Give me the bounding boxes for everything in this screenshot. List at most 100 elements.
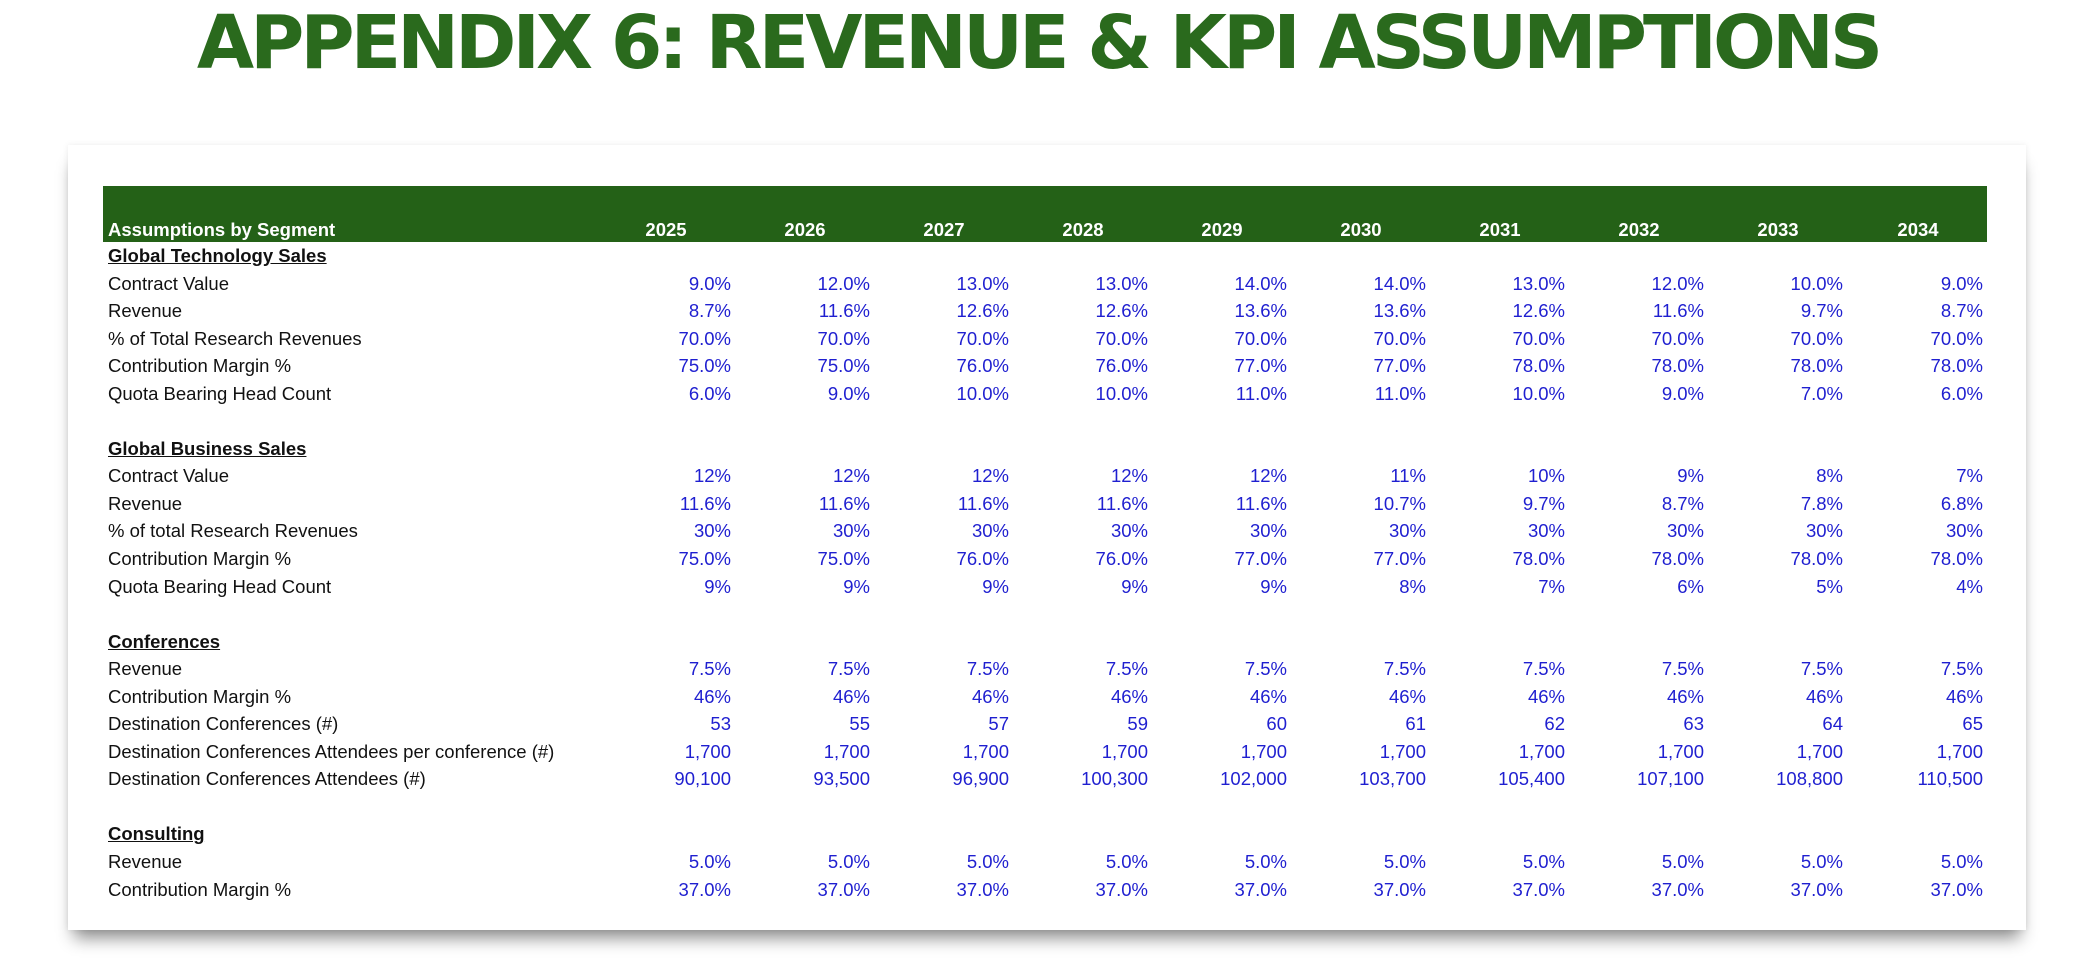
value-cell: 9% — [1260, 575, 1287, 597]
spacer-row — [103, 600, 1987, 628]
value-cell: 1,700 — [1379, 740, 1426, 762]
value-cell: 78.0% — [1930, 355, 1983, 377]
value-cell: 1,700 — [1518, 740, 1565, 762]
value-cell: 12.0% — [1651, 272, 1704, 294]
value-cell: 37.0% — [817, 878, 870, 900]
value-cell: 1,700 — [684, 740, 731, 762]
section-title: Consulting — [108, 823, 205, 845]
header-year: 2028 — [1062, 219, 1104, 240]
assumptions-table: Assumptions by Segment 2025 2026 2027 2028 2… — [103, 186, 1987, 903]
table-row: Quota Bearing Head Count 9% 9% 9% 9% 9% 8% 7% 6%… — [103, 573, 1987, 601]
value-cell: 4% — [1956, 575, 1983, 597]
row-label: Contribution Margin % — [108, 355, 292, 377]
header-year: 2029 — [1201, 219, 1243, 240]
value-cell: 7.8% — [1800, 492, 1843, 514]
table-row: Contribution Margin % 75.0% 75.0% 76.0% 76.0… — [103, 545, 1987, 573]
header-year: 2034 — [1897, 219, 1939, 240]
value-cell: 9% — [843, 575, 870, 597]
value-cell: 10.0% — [1790, 272, 1843, 294]
value-cell: 8.7% — [688, 300, 731, 322]
value-cell: 7.5% — [1383, 658, 1426, 680]
value-cell: 46% — [693, 685, 731, 707]
table-card — [68, 145, 2026, 930]
value-cell: 7% — [1538, 575, 1565, 597]
value-cell: 59 — [1127, 713, 1148, 735]
value-cell: 10.0% — [956, 382, 1009, 404]
value-cell: 12.6% — [956, 300, 1009, 322]
value-cell: 30% — [832, 520, 870, 542]
row-label: Contribution Margin % — [108, 878, 292, 900]
value-cell: 7.5% — [1940, 658, 1983, 680]
table-row: Destination Conferences Attendees (#) 90,… — [103, 765, 1987, 793]
spacer-row — [103, 407, 1987, 435]
value-cell: 11.6% — [679, 492, 731, 514]
value-cell: 75.0% — [678, 355, 731, 377]
value-cell: 70.0% — [678, 327, 731, 349]
value-cell: 61 — [1405, 713, 1426, 735]
value-cell: 11.0% — [1374, 382, 1426, 404]
row-label: Destination Conferences Attendees (#) — [108, 768, 426, 790]
value-cell: 8% — [1816, 465, 1843, 487]
value-cell: 77.0% — [1373, 548, 1426, 570]
value-cell: 70.0% — [1651, 327, 1704, 349]
value-cell: 7.5% — [1244, 658, 1287, 680]
value-cell: 70.0% — [817, 327, 870, 349]
value-cell: 12% — [1110, 465, 1148, 487]
value-cell: 76.0% — [956, 355, 1009, 377]
value-cell: 8.7% — [1661, 492, 1704, 514]
value-cell: 5% — [1816, 575, 1843, 597]
row-label: Contribution Margin % — [108, 685, 292, 707]
section-row: Global Business Sales — [103, 435, 1987, 463]
table-row: Revenue 8.7% 11.6% 12.6% 12.6% 13.6% 13.6% 12.6… — [103, 297, 1987, 325]
value-cell: 30% — [1945, 520, 1983, 542]
value-cell: 10.0% — [1512, 382, 1565, 404]
table-row: Revenue 11.6% 11.6% 11.6% 11.6% 11.6% 10.7% 9.7… — [103, 490, 1987, 518]
section-title: Global Technology Sales — [108, 245, 327, 266]
table-row: Revenue 5.0% 5.0% 5.0% 5.0% 5.0% 5.0% 5.0% 5.0% 5… — [103, 848, 1987, 876]
value-cell: 5.0% — [1383, 851, 1426, 873]
value-cell: 1,700 — [1936, 740, 1983, 762]
value-cell: 70.0% — [1512, 327, 1565, 349]
value-cell: 12% — [693, 465, 731, 487]
value-cell: 64 — [1822, 713, 1843, 735]
value-cell: 55 — [849, 713, 870, 735]
value-cell: 13.0% — [956, 272, 1009, 294]
value-cell: 6.0% — [1940, 382, 1983, 404]
value-cell: 75.0% — [817, 355, 870, 377]
value-cell: 1,700 — [823, 740, 870, 762]
value-cell: 70.0% — [1095, 327, 1148, 349]
value-cell: 1,700 — [962, 740, 1009, 762]
value-cell: 46% — [1805, 685, 1843, 707]
value-cell: 30% — [1388, 520, 1426, 542]
value-cell: 5.0% — [688, 851, 731, 873]
value-cell: 102,000 — [1220, 768, 1287, 790]
value-cell: 13.0% — [1095, 272, 1148, 294]
value-cell: 14.0% — [1373, 272, 1426, 294]
value-cell: 11.6% — [818, 300, 870, 322]
value-cell: 75.0% — [678, 548, 731, 570]
value-cell: 1,700 — [1796, 740, 1843, 762]
value-cell: 5.0% — [827, 851, 870, 873]
value-cell: 8.7% — [1940, 300, 1983, 322]
table-row: Destination Conferences (#) 53 55 57 59 60 61 6… — [103, 710, 1987, 738]
header-year: 2025 — [645, 219, 687, 240]
value-cell: 30% — [1805, 520, 1843, 542]
value-cell: 57 — [988, 713, 1009, 735]
value-cell: 70.0% — [1930, 327, 1983, 349]
header-year: 2030 — [1340, 219, 1382, 240]
row-label: Revenue — [108, 492, 183, 514]
value-cell: 76.0% — [1095, 355, 1148, 377]
value-cell: 37.0% — [1930, 878, 1983, 900]
value-cell: 13.0% — [1512, 272, 1565, 294]
value-cell: 70.0% — [956, 327, 1009, 349]
header-year: 2026 — [784, 219, 826, 240]
value-cell: 5.0% — [966, 851, 1009, 873]
value-cell: 75.0% — [817, 548, 870, 570]
value-cell: 30% — [1110, 520, 1148, 542]
value-cell: 108,800 — [1776, 768, 1843, 790]
value-cell: 110,500 — [1917, 768, 1984, 790]
value-cell: 77.0% — [1234, 355, 1287, 377]
table-row: Contract Value 12% 12% 12% 12% 12% 11% 10% 9% 8% 7… — [103, 462, 1987, 490]
value-cell: 7.0% — [1800, 382, 1843, 404]
value-cell: 12% — [1249, 465, 1287, 487]
